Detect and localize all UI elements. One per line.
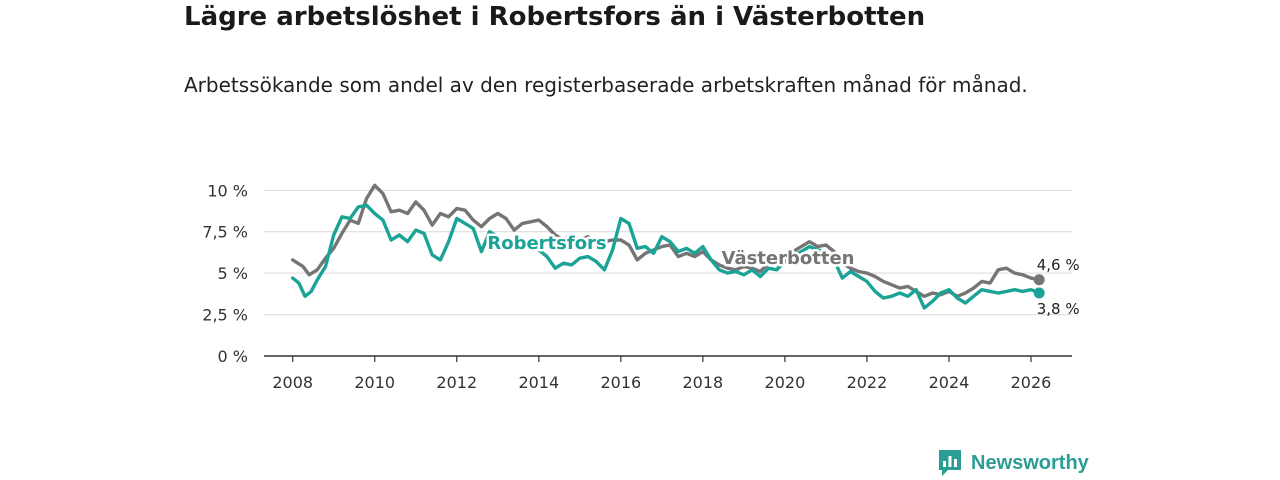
- x-tick-label: 2018: [683, 373, 724, 392]
- x-tick-label: 2016: [600, 373, 641, 392]
- x-axis-tick-labels: 2008 2010 2012 2014 2016 2018 2020 2022 2024 2026: [272, 356, 1051, 392]
- chart-title: Lägre arbetslöshet i Robertsfors än i Vä…: [184, 2, 926, 32]
- series-end-label: 4,6 %: [1037, 256, 1080, 274]
- series-labels: 4,6 % 3,8 % Robertsfors Västerbotten: [485, 231, 1080, 319]
- x-tick-label: 2008: [272, 373, 313, 392]
- x-tick-label: 2014: [518, 373, 559, 392]
- series-end-label: 3,8 %: [1037, 300, 1080, 318]
- gridlines: [264, 189, 1072, 357]
- y-tick-label: 0 %: [218, 347, 248, 366]
- brand-name: Newsworthy: [971, 451, 1089, 474]
- y-tick-label: 2,5 %: [202, 306, 248, 325]
- chart-subtitle: Arbetssökande som andel av den registerb…: [184, 73, 1028, 97]
- brand-logo: Newsworthy: [937, 448, 1089, 478]
- y-axis-tick-labels: 0 % 2,5 % 5 % 7,5 % 10 %: [202, 181, 248, 366]
- y-tick-label: 7,5 %: [202, 223, 248, 242]
- series-end-point: [1033, 287, 1045, 299]
- x-tick-label: 2026: [1011, 373, 1052, 392]
- y-tick-label: 10 %: [207, 181, 248, 200]
- series-name-label: Robertsfors: [487, 233, 606, 254]
- x-tick-label: 2024: [929, 373, 970, 392]
- series-name-label: Västerbotten: [722, 248, 855, 269]
- x-tick-label: 2012: [436, 373, 477, 392]
- x-tick-label: 2020: [765, 373, 806, 392]
- x-tick-label: 2010: [354, 373, 395, 392]
- bar-chart-speech-icon: [939, 450, 961, 476]
- y-tick-label: 5 %: [218, 264, 248, 283]
- series-lines: [291, 183, 1045, 310]
- x-tick-label: 2022: [847, 373, 888, 392]
- series-end-point: [1033, 274, 1045, 286]
- series-line-robertsfors: [291, 203, 1041, 310]
